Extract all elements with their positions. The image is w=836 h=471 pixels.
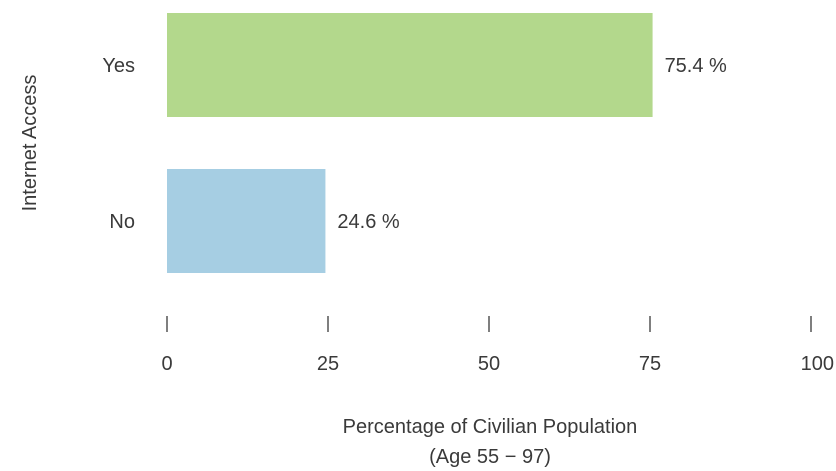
x-axis-ticks: [166, 316, 812, 332]
x-axis-tick-labels: 0 25 50 75 100: [161, 353, 834, 375]
value-label-no: 24.6 %: [337, 211, 399, 233]
x-axis-title-line1: Percentage of Civilian Population: [343, 416, 638, 438]
x-tick-label-0: 0: [161, 353, 172, 375]
value-labels: 75.4 % 24.6 %: [337, 55, 727, 233]
category-label-no: No: [109, 211, 135, 233]
value-label-yes: 75.4 %: [665, 55, 727, 77]
category-label-yes: Yes: [102, 55, 135, 77]
x-tick-label-75: 75: [639, 353, 661, 375]
category-labels: Yes No: [102, 55, 135, 233]
x-axis-title-line2: (Age 55 − 97): [429, 446, 551, 468]
bar-no: [167, 169, 326, 273]
y-axis-title: Internet Access: [19, 75, 41, 212]
bars-group: [167, 13, 653, 273]
x-tick-label-25: 25: [317, 353, 339, 375]
x-tick-label-50: 50: [478, 353, 500, 375]
bar-yes: [167, 13, 653, 117]
x-tick-label-100: 100: [801, 353, 834, 375]
